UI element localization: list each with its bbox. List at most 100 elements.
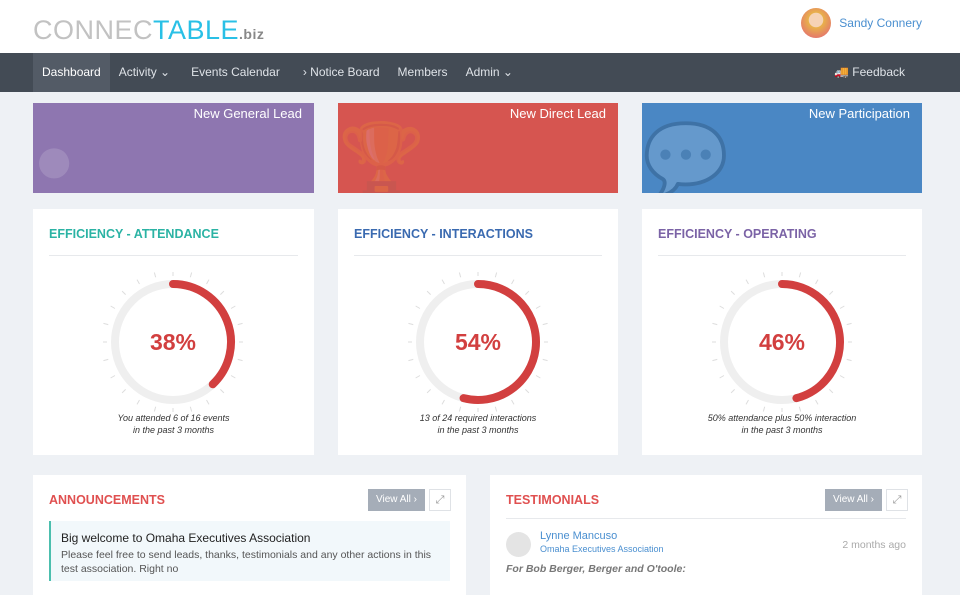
gauge-tick — [511, 279, 515, 285]
testimonial-time: 2 months ago — [842, 539, 906, 551]
gauge: 54% — [408, 272, 548, 412]
gauge-tick — [829, 290, 834, 295]
gauge-tick — [408, 358, 414, 362]
gauge-tick — [542, 322, 548, 326]
gauge-tick — [839, 375, 845, 379]
gauge-tick — [511, 399, 515, 405]
gauge-tick — [189, 406, 193, 412]
gauge-tick — [494, 272, 498, 278]
avatar — [506, 532, 531, 557]
gauge-tick — [220, 389, 225, 394]
gauge-tick — [458, 406, 462, 412]
gauge-tick — [426, 389, 431, 394]
gauge-value-label: 46% — [759, 329, 805, 355]
main-nav: Dashboard Activity ⌄ Events Calendar › N… — [0, 53, 960, 92]
gauge-title: EFFICIENCY - OPERATING — [658, 227, 817, 241]
expand-icon[interactable]: ⤢ — [429, 489, 451, 511]
gauge-value-label: 38% — [150, 329, 196, 355]
gauge-tick — [426, 290, 431, 295]
gauge-tick — [542, 358, 548, 362]
gauge-tick — [237, 322, 243, 326]
gauge-title: EFFICIENCY - INTERACTIONS — [354, 227, 533, 241]
gauge-tick — [110, 375, 116, 379]
gauge-tick — [415, 305, 421, 309]
feedback-icon: 🚚 — [834, 65, 853, 79]
gauge-tick — [815, 279, 819, 285]
logo[interactable]: CONNECTABLE.biz — [33, 15, 265, 45]
tile-new-participation[interactable]: 💬 New Participation — [642, 103, 922, 193]
gauge-tick — [846, 322, 852, 326]
gauge-tick — [494, 406, 498, 412]
testimonial-author[interactable]: Lynne Mancuso — [540, 530, 618, 542]
globe-icon: ● — [33, 120, 76, 193]
gauge-title: EFFICIENCY - ATTENDANCE — [49, 227, 219, 241]
chat-bubbles-icon: 💬 — [642, 120, 730, 193]
gauge-tick — [206, 279, 210, 285]
gauge-card-operating: EFFICIENCY - OPERATING 46% 50% attendance … — [642, 209, 922, 455]
nav-dashboard[interactable]: Dashboard — [33, 53, 110, 92]
gauge-tick — [525, 389, 530, 394]
gauge-card-interactions: EFFICIENCY - INTERACTIONS 54% 13 of 24 req… — [338, 209, 618, 455]
gauge-card-attendance: EFFICIENCY - ATTENDANCE 38% You attended 6… — [33, 209, 314, 455]
gauge-tick — [458, 272, 462, 278]
gauge-tick — [230, 305, 236, 309]
testimonial-org[interactable]: Omaha Executives Association — [540, 544, 664, 554]
gauge-tick — [839, 305, 845, 309]
gauge-value-arc — [778, 280, 844, 403]
announcement-item[interactable]: Big welcome to Omaha Executives Associat… — [49, 521, 450, 581]
testimonial-text: For Bob Berger, Berger and O'toole: — [506, 563, 686, 575]
gauge-tick — [121, 389, 126, 394]
gauge-tick — [153, 272, 157, 278]
announcements-title: ANNOUNCEMENTS — [49, 493, 165, 507]
gauge-tick — [719, 305, 725, 309]
gauge-tick — [829, 389, 834, 394]
gauge-tick — [525, 290, 530, 295]
gauge-value-arc — [169, 280, 235, 389]
nav-notice-board[interactable]: › Notice Board — [302, 65, 380, 79]
gauge-tick — [846, 358, 852, 362]
gauge-tick — [189, 272, 193, 278]
gauge-tick — [441, 279, 445, 285]
user-menu[interactable]: Sandy Connery — [801, 8, 922, 38]
gauge-tick — [153, 406, 157, 412]
nav-members[interactable]: Members — [397, 65, 448, 79]
gauge-tick — [535, 305, 541, 309]
gauge-tick — [745, 399, 749, 405]
gauge: 38% — [103, 272, 243, 412]
gauge-tick — [237, 358, 243, 362]
gauge-value-label: 54% — [455, 329, 501, 355]
gauge-tick — [103, 358, 109, 362]
tile-new-general-lead[interactable]: ● New General Lead — [33, 103, 314, 193]
gauge-tick — [110, 305, 116, 309]
header: CONNECTABLE.biz Sandy Connery — [0, 0, 960, 53]
gauge-tick — [230, 375, 236, 379]
user-name: Sandy Connery — [839, 16, 922, 30]
gauge-tick — [815, 399, 819, 405]
feedback-button[interactable]: 🚚 Feedback — [834, 65, 905, 79]
gauge-tick — [712, 322, 718, 326]
nav-admin[interactable]: Admin ⌄ — [465, 65, 513, 79]
gauge-tick — [535, 375, 541, 379]
announcements-card: ANNOUNCEMENTS View All › ⤢ Big welcome t… — [33, 475, 466, 595]
gauge-tick — [220, 290, 225, 295]
testimonials-card: TESTIMONIALS View All › ⤢ Lynne Mancuso … — [490, 475, 922, 595]
gauge-tick — [719, 375, 725, 379]
gauge-tick — [762, 272, 766, 278]
gauge-tick — [121, 290, 126, 295]
expand-icon[interactable]: ⤢ — [886, 489, 908, 511]
view-all-button[interactable]: View All › — [825, 489, 882, 511]
gauge-tick — [408, 322, 414, 326]
gauge-tick — [441, 399, 445, 405]
nav-activity[interactable]: Activity ⌄ — [118, 65, 171, 79]
gauge-value-arc — [459, 280, 540, 404]
view-all-button[interactable]: View All › — [368, 489, 425, 511]
tile-new-direct-lead[interactable]: 🏆 New Direct Lead — [338, 103, 618, 193]
gauge-tick — [136, 399, 140, 405]
gauge-tick — [762, 406, 766, 412]
nav-events-calendar[interactable]: Events Calendar — [191, 65, 280, 79]
gauge-tick — [730, 389, 735, 394]
gauge-tick — [206, 399, 210, 405]
trophy-icon: 🏆 — [338, 120, 426, 193]
gauge-tick — [103, 322, 109, 326]
gauge-tick — [415, 375, 421, 379]
